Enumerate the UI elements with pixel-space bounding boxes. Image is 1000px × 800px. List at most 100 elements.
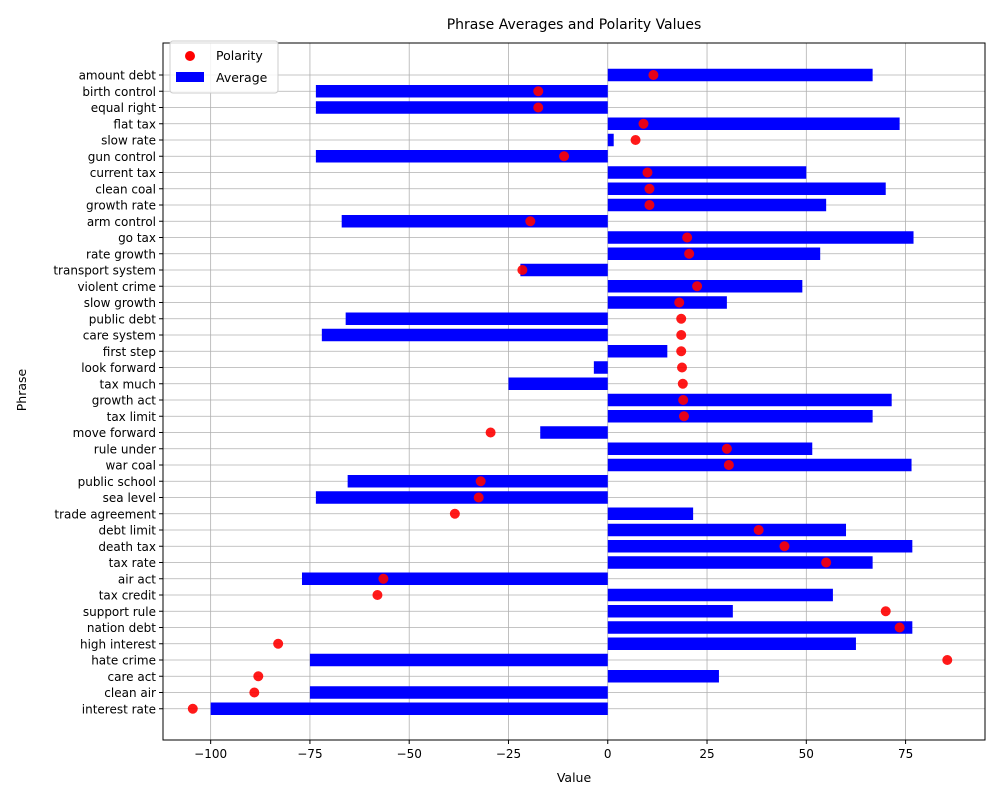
x-tick-label: 50 bbox=[799, 747, 814, 761]
average-bar bbox=[520, 263, 608, 277]
average-bar bbox=[607, 507, 694, 520]
y-tick-label: rate growth bbox=[86, 247, 156, 261]
average-bar bbox=[607, 410, 873, 423]
y-tick-label: death tax bbox=[98, 540, 156, 554]
y-tick-label: arm control bbox=[87, 215, 156, 229]
average-bars bbox=[210, 68, 914, 715]
x-tick-label: 75 bbox=[898, 747, 913, 761]
polarity-point bbox=[821, 557, 832, 568]
y-tick-label: rule under bbox=[94, 442, 156, 456]
average-bar bbox=[345, 312, 608, 325]
y-tick-label: clean coal bbox=[95, 182, 156, 196]
average-bar bbox=[607, 68, 873, 82]
y-tick-label: clean air bbox=[104, 686, 156, 700]
average-bar bbox=[607, 556, 873, 569]
average-bar bbox=[607, 345, 668, 358]
average-bar bbox=[321, 328, 608, 342]
legend-average-swatch bbox=[176, 72, 204, 82]
polarity-point bbox=[630, 135, 641, 145]
average-bar bbox=[607, 166, 807, 179]
y-tick-label: debt limit bbox=[98, 524, 156, 538]
polarity-point bbox=[525, 216, 536, 227]
average-bar bbox=[315, 491, 608, 504]
y-tick-label: gun control bbox=[88, 150, 156, 164]
average-bar bbox=[593, 361, 608, 374]
average-bar bbox=[607, 133, 614, 147]
y-tick-label: interest rate bbox=[82, 702, 156, 716]
polarity-point bbox=[642, 167, 653, 178]
polarity-point bbox=[674, 297, 685, 308]
average-bar bbox=[607, 605, 733, 618]
y-tick-label: growth act bbox=[92, 394, 157, 408]
x-axis-label: Value bbox=[557, 770, 592, 785]
y-tick-label: war coal bbox=[105, 459, 156, 473]
polarity-point bbox=[638, 118, 649, 129]
polarity-point bbox=[485, 427, 496, 438]
y-tick-label: support rule bbox=[83, 605, 156, 619]
y-axis-label: Phrase bbox=[14, 368, 29, 411]
polarity-point bbox=[249, 687, 260, 698]
y-tick-label: go tax bbox=[118, 231, 156, 245]
y-tick-label: care system bbox=[83, 329, 156, 343]
polarity-point bbox=[559, 151, 570, 162]
x-tick-label: −50 bbox=[397, 747, 422, 761]
average-bar bbox=[607, 458, 912, 472]
y-tick-label: look forward bbox=[81, 361, 156, 375]
polarity-point bbox=[253, 671, 264, 682]
average-bar bbox=[315, 150, 608, 163]
x-tick-label: 25 bbox=[699, 747, 714, 761]
average-bar bbox=[508, 377, 608, 390]
polarity-point bbox=[779, 541, 790, 552]
polarity-point bbox=[473, 492, 484, 503]
polarity-point bbox=[942, 655, 953, 665]
y-tick-label: hate crime bbox=[91, 654, 156, 668]
polarity-point bbox=[880, 606, 891, 617]
average-bar bbox=[309, 653, 608, 667]
average-bar bbox=[607, 442, 813, 455]
polarity-point bbox=[684, 248, 695, 259]
y-tick-label: violent crime bbox=[77, 280, 156, 294]
y-tick-label: nation debt bbox=[87, 621, 156, 635]
y-axis-ticks: amount debt birth control equal right flat … bbox=[53, 69, 163, 716]
y-tick-label: care act bbox=[108, 670, 157, 684]
legend-average-label: Average bbox=[216, 70, 268, 85]
legend-polarity-label: Polarity bbox=[216, 48, 263, 63]
average-bar bbox=[607, 637, 856, 650]
y-tick-label: flat tax bbox=[113, 117, 156, 131]
x-tick-label: −75 bbox=[297, 747, 322, 761]
polarity-point bbox=[187, 703, 198, 714]
polarity-point bbox=[678, 411, 689, 422]
y-tick-label: birth control bbox=[82, 85, 156, 99]
y-tick-label: public debt bbox=[89, 312, 157, 326]
plot-frame bbox=[162, 42, 986, 741]
average-bar bbox=[607, 670, 719, 683]
average-bar bbox=[607, 247, 821, 260]
y-tick-label: trade agreement bbox=[54, 507, 156, 521]
average-bar bbox=[607, 182, 886, 195]
average-bar bbox=[607, 621, 913, 634]
polarity-point bbox=[475, 476, 486, 487]
x-tick-label: −100 bbox=[194, 747, 227, 761]
average-bar bbox=[607, 393, 892, 407]
polarity-point bbox=[273, 638, 284, 649]
polarity-point bbox=[533, 86, 544, 97]
x-tick-label: 0 bbox=[604, 747, 612, 761]
y-tick-label: tax credit bbox=[99, 589, 157, 603]
legend: Polarity Average bbox=[169, 40, 279, 94]
x-tick-label: −25 bbox=[496, 747, 521, 761]
polarity-point bbox=[682, 232, 693, 243]
y-tick-label: air act bbox=[118, 572, 156, 586]
polarity-point bbox=[644, 200, 655, 210]
average-bar bbox=[607, 588, 833, 602]
y-tick-label: slow growth bbox=[84, 296, 156, 310]
average-bar bbox=[315, 101, 608, 114]
average-bar bbox=[301, 572, 608, 585]
polarity-point bbox=[677, 362, 688, 373]
polarity-point bbox=[533, 102, 544, 113]
y-tick-label: sea level bbox=[103, 491, 156, 505]
y-tick-label: tax limit bbox=[107, 410, 157, 424]
average-bar bbox=[210, 702, 608, 715]
polarity-point bbox=[678, 395, 689, 405]
y-tick-label: tax much bbox=[100, 377, 156, 391]
